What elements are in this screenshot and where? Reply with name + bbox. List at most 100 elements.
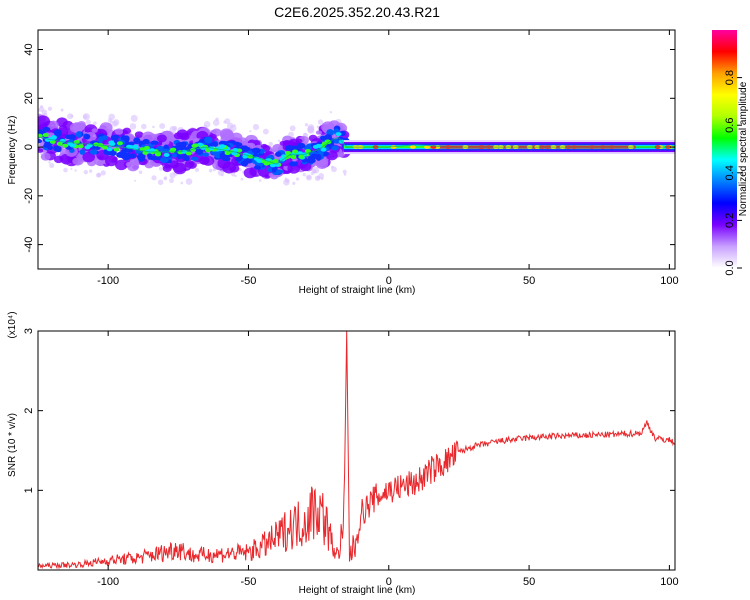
spectrogram-blob [114, 128, 124, 135]
spectrogram-core-blob [181, 153, 188, 161]
spectrogram-peak-blob [279, 157, 286, 162]
spectrogram-haze-dot [85, 119, 91, 125]
band-peak-dot [424, 145, 431, 149]
spectrogram-blob [184, 160, 195, 169]
colorbar: 0.0 0.2 0.4 0.6 0.8 Normalized spectral ampl… [712, 30, 749, 276]
spectrogram-haze-dot [249, 130, 252, 133]
spectrogram-peak-blob [77, 144, 84, 149]
spectrogram-core-blob [320, 135, 327, 141]
colorbar-tick-label: 0.4 [724, 165, 736, 180]
spectrogram-frame [37, 29, 676, 270]
spectrogram-x-ticks: -100 -50 0 50 100 [97, 30, 679, 287]
spectrogram-haze-dot [277, 139, 281, 143]
spectrogram-haze-dot [215, 117, 219, 122]
spectrogram-haze-dot [342, 169, 347, 174]
spectrogram-haze-dot [221, 174, 224, 177]
snr-y-label: SNR (10 * v/v) [7, 413, 18, 477]
spectrogram-peak-blob [292, 149, 299, 154]
colorbar-tick-label: 0.2 [724, 213, 736, 228]
x-tick-label: 0 [386, 275, 392, 287]
spectrogram-peak-blob [56, 141, 63, 146]
spectrogram-haze-dot [63, 167, 68, 173]
spectrogram-blob [199, 156, 210, 165]
spectrogram-peak-blob [320, 147, 327, 152]
spectrogram-haze-dot [307, 175, 311, 180]
colorbar-tick-label: 0.6 [724, 118, 736, 133]
spectrogram-haze-dot [134, 179, 137, 182]
snr-series-line [38, 331, 675, 570]
spectrogram-haze-dot [302, 172, 307, 177]
spectrogram-haze-dot [169, 172, 176, 179]
spectrogram-core-blob [89, 149, 98, 155]
spectrogram-haze-dot [100, 170, 106, 176]
spectrogram-haze-dot [295, 177, 300, 181]
spectrogram-haze-dot [318, 173, 325, 179]
spectrogram-peak-blob [312, 144, 319, 149]
spectrogram-haze-dot [311, 169, 317, 174]
spectrogram-core-blob [333, 138, 341, 144]
x-tick-label: -100 [97, 576, 119, 588]
spectrogram-blob [38, 148, 44, 153]
spectrogram-core-blob [202, 152, 210, 157]
spectrogram-core-blob [306, 157, 316, 164]
spectrogram-haze-dot [252, 123, 260, 131]
spectrogram-blob [127, 161, 140, 172]
spectrogram-peak-blob [102, 145, 109, 150]
spectrogram-y-ticks: -40 -20 0 20 40 [23, 43, 675, 253]
spectrogram-haze-dot [194, 167, 199, 172]
spectrogram-haze-dot [70, 167, 73, 170]
spectrogram-blob [219, 128, 234, 140]
x-tick-label: 100 [660, 275, 678, 287]
spectrogram-core-blob [79, 149, 86, 155]
spectrogram-blob [222, 161, 237, 174]
spectrogram-blob [156, 134, 167, 143]
spectrogram-core-blob [271, 167, 277, 173]
spectrogram-haze-dot [47, 106, 53, 111]
spectrogram-blob [122, 127, 132, 135]
spectrogram-haze-dot [60, 108, 64, 112]
spectrogram-core-blob [83, 133, 91, 140]
spectrogram-blob [173, 162, 187, 175]
spectrogram-blob [56, 117, 68, 127]
spectrogram-haze-dot [317, 119, 324, 125]
spectrogram-core-blob [75, 131, 82, 138]
spectrogram-haze-dot [95, 172, 101, 178]
snr-frame [37, 330, 676, 571]
spectrogram-haze-dot [82, 113, 90, 121]
spectrogram-haze-dot [240, 177, 244, 181]
spectrogram-haze-dot [83, 170, 88, 175]
spectrogram-core-blob [161, 148, 170, 154]
spectrogram-blob [279, 140, 287, 146]
spectrogram-core-blob [289, 161, 298, 167]
spectrogram-panel: -100 -50 0 50 100 -40 -20 0 20 40 Height of stra… [7, 29, 679, 296]
snr-x-label: Height of straight line (km) [299, 585, 416, 596]
spectrogram-haze-dot [67, 113, 74, 120]
spectrogram-core-blob [274, 151, 282, 157]
spectrogram-core-blob [55, 145, 62, 153]
spectrogram-core-blob [296, 142, 306, 149]
spectrogram-core-blob [204, 136, 213, 144]
x-tick-label: 50 [523, 576, 535, 588]
spectrogram-core-blob [243, 158, 253, 164]
spectrogram-core-blob [219, 152, 226, 159]
spectrogram-haze-dot [203, 121, 211, 128]
spectrogram-x-label: Height of straight line (km) [299, 285, 416, 296]
spectrogram-peak-blob [113, 147, 120, 152]
spectrogram-haze-dot [158, 166, 163, 171]
spectrogram-blob [72, 157, 82, 165]
spectrogram-core-blob [68, 134, 76, 141]
spectrogram-haze-dot [304, 123, 309, 127]
y-tick-label: 3 [23, 328, 35, 334]
spectrogram-blob [315, 130, 323, 135]
spectrogram-peak-blob [116, 141, 123, 146]
spectrogram-blob [115, 159, 128, 171]
spectrogram-core-blob [38, 138, 43, 144]
spectrogram-haze-dot [212, 119, 220, 126]
spectrogram-blob [82, 151, 96, 163]
spectrogram-haze-dot [48, 161, 51, 164]
spectrogram-blob [260, 143, 268, 149]
spectrogram-peak-blob [290, 155, 297, 160]
colorbar-tick-label: 0.8 [724, 70, 736, 85]
spectrogram-peak-blob [298, 154, 305, 159]
spectrogram-core-blob [98, 136, 104, 142]
